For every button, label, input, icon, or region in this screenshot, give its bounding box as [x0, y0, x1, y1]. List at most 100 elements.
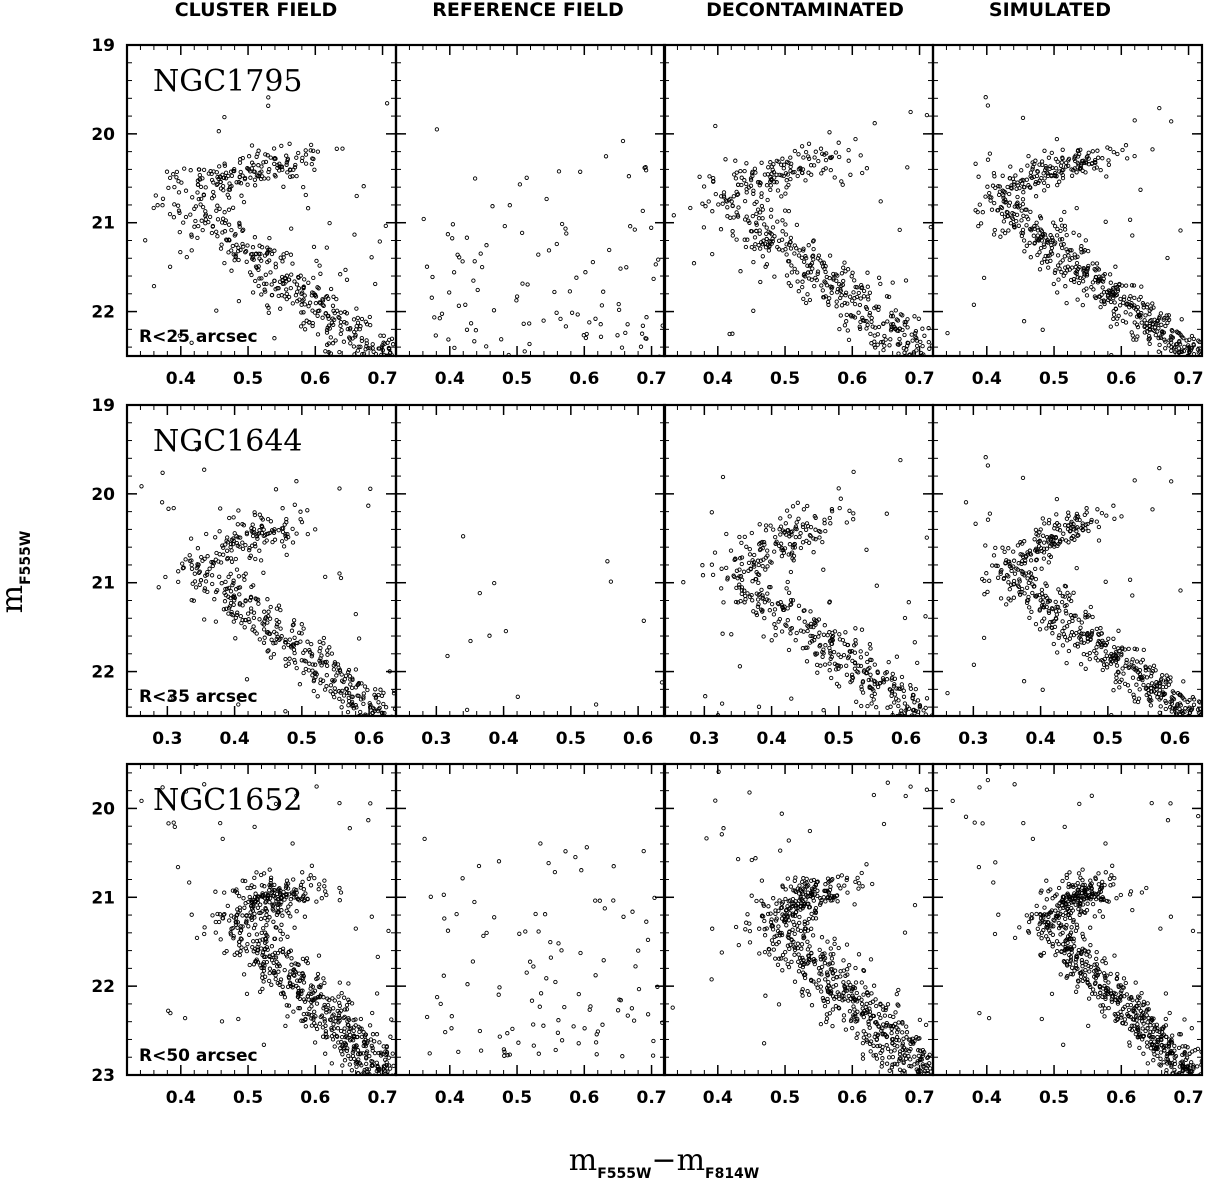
star-point — [370, 1048, 375, 1053]
star-point — [345, 718, 348, 721]
star-point — [803, 527, 809, 532]
star-point — [789, 263, 794, 268]
star-point — [776, 238, 782, 243]
star-point — [1039, 548, 1044, 554]
star-point — [1080, 302, 1085, 308]
star-point — [760, 216, 765, 221]
star-point — [913, 328, 919, 334]
star-point — [1058, 217, 1064, 222]
star-point — [231, 536, 236, 541]
star-point — [836, 663, 841, 668]
star-point — [286, 892, 292, 897]
star-point — [1048, 233, 1053, 238]
star-point — [1168, 705, 1173, 710]
star-point — [1196, 710, 1202, 715]
star-point — [1158, 704, 1163, 709]
star-point — [1169, 340, 1174, 345]
star-point — [842, 300, 847, 306]
star-point — [816, 528, 822, 534]
star-point — [290, 526, 295, 532]
star-point — [601, 357, 604, 360]
star-point — [266, 648, 271, 653]
star-point — [1144, 675, 1150, 680]
star-point — [827, 599, 832, 604]
star-point — [298, 885, 303, 890]
star-point — [282, 294, 287, 299]
star-point — [541, 318, 546, 323]
star-point — [734, 237, 739, 242]
star-point — [1064, 268, 1070, 273]
star-point — [978, 221, 984, 226]
star-point — [306, 876, 311, 881]
star-point — [893, 357, 896, 360]
star-point — [472, 176, 478, 181]
star-point — [1037, 214, 1043, 219]
star-point — [898, 312, 904, 317]
star-point — [1108, 324, 1113, 329]
star-point — [736, 205, 741, 210]
star-point — [222, 950, 227, 956]
star-point — [796, 516, 801, 521]
y-tick-label: 22 — [91, 303, 115, 323]
star-point — [1090, 280, 1096, 285]
star-point — [803, 645, 808, 650]
star-point — [1189, 333, 1195, 339]
star-point — [850, 298, 855, 303]
star-point — [1027, 605, 1032, 610]
star-point — [1064, 247, 1069, 252]
star-point — [223, 542, 228, 547]
star-point — [844, 312, 849, 318]
star-point — [771, 612, 777, 617]
star-point — [189, 340, 194, 345]
star-point — [1114, 675, 1119, 681]
star-point — [985, 463, 991, 468]
star-point — [242, 625, 247, 630]
star-point — [1035, 237, 1041, 243]
star-point — [353, 667, 359, 672]
star-point — [1048, 554, 1054, 559]
star-point — [202, 588, 207, 593]
star-point — [1164, 673, 1169, 678]
star-point — [819, 283, 824, 288]
star-point — [901, 714, 907, 716]
star-point — [768, 177, 774, 182]
star-point — [894, 686, 899, 691]
star-point — [772, 607, 778, 612]
star-point — [980, 210, 985, 215]
star-point — [371, 349, 376, 354]
star-point — [1098, 167, 1103, 173]
star-point — [827, 645, 832, 651]
star-point — [386, 346, 392, 351]
star-point — [819, 171, 824, 176]
star-point — [343, 267, 348, 273]
star-point — [759, 203, 765, 209]
star-point — [1089, 631, 1095, 636]
star-point — [1090, 628, 1095, 634]
star-point — [1157, 710, 1162, 715]
star-point — [892, 692, 898, 697]
star-point — [143, 238, 148, 243]
star-point — [223, 592, 229, 598]
star-point — [1060, 245, 1065, 251]
star-point — [1025, 598, 1030, 603]
x-tick-label: 0.3 — [421, 729, 451, 749]
panel-r1-decontaminated: 0.3 0.4 0.5 0.6 — [662, 403, 935, 749]
star-point — [226, 195, 232, 200]
star-point — [1084, 155, 1089, 160]
star-point — [225, 540, 231, 545]
star-point — [1015, 180, 1020, 185]
star-point — [885, 722, 888, 725]
star-point — [240, 540, 245, 545]
star-point — [375, 708, 381, 714]
star-point — [770, 167, 775, 172]
star-point — [373, 281, 378, 287]
star-point — [1179, 317, 1184, 322]
star-point — [861, 288, 867, 294]
star-point — [998, 234, 1003, 239]
star-point — [364, 718, 367, 721]
star-point — [1001, 576, 1006, 582]
star-point — [920, 326, 925, 331]
star-point — [843, 269, 848, 274]
star-point — [1172, 718, 1175, 721]
star-point — [1151, 663, 1157, 668]
